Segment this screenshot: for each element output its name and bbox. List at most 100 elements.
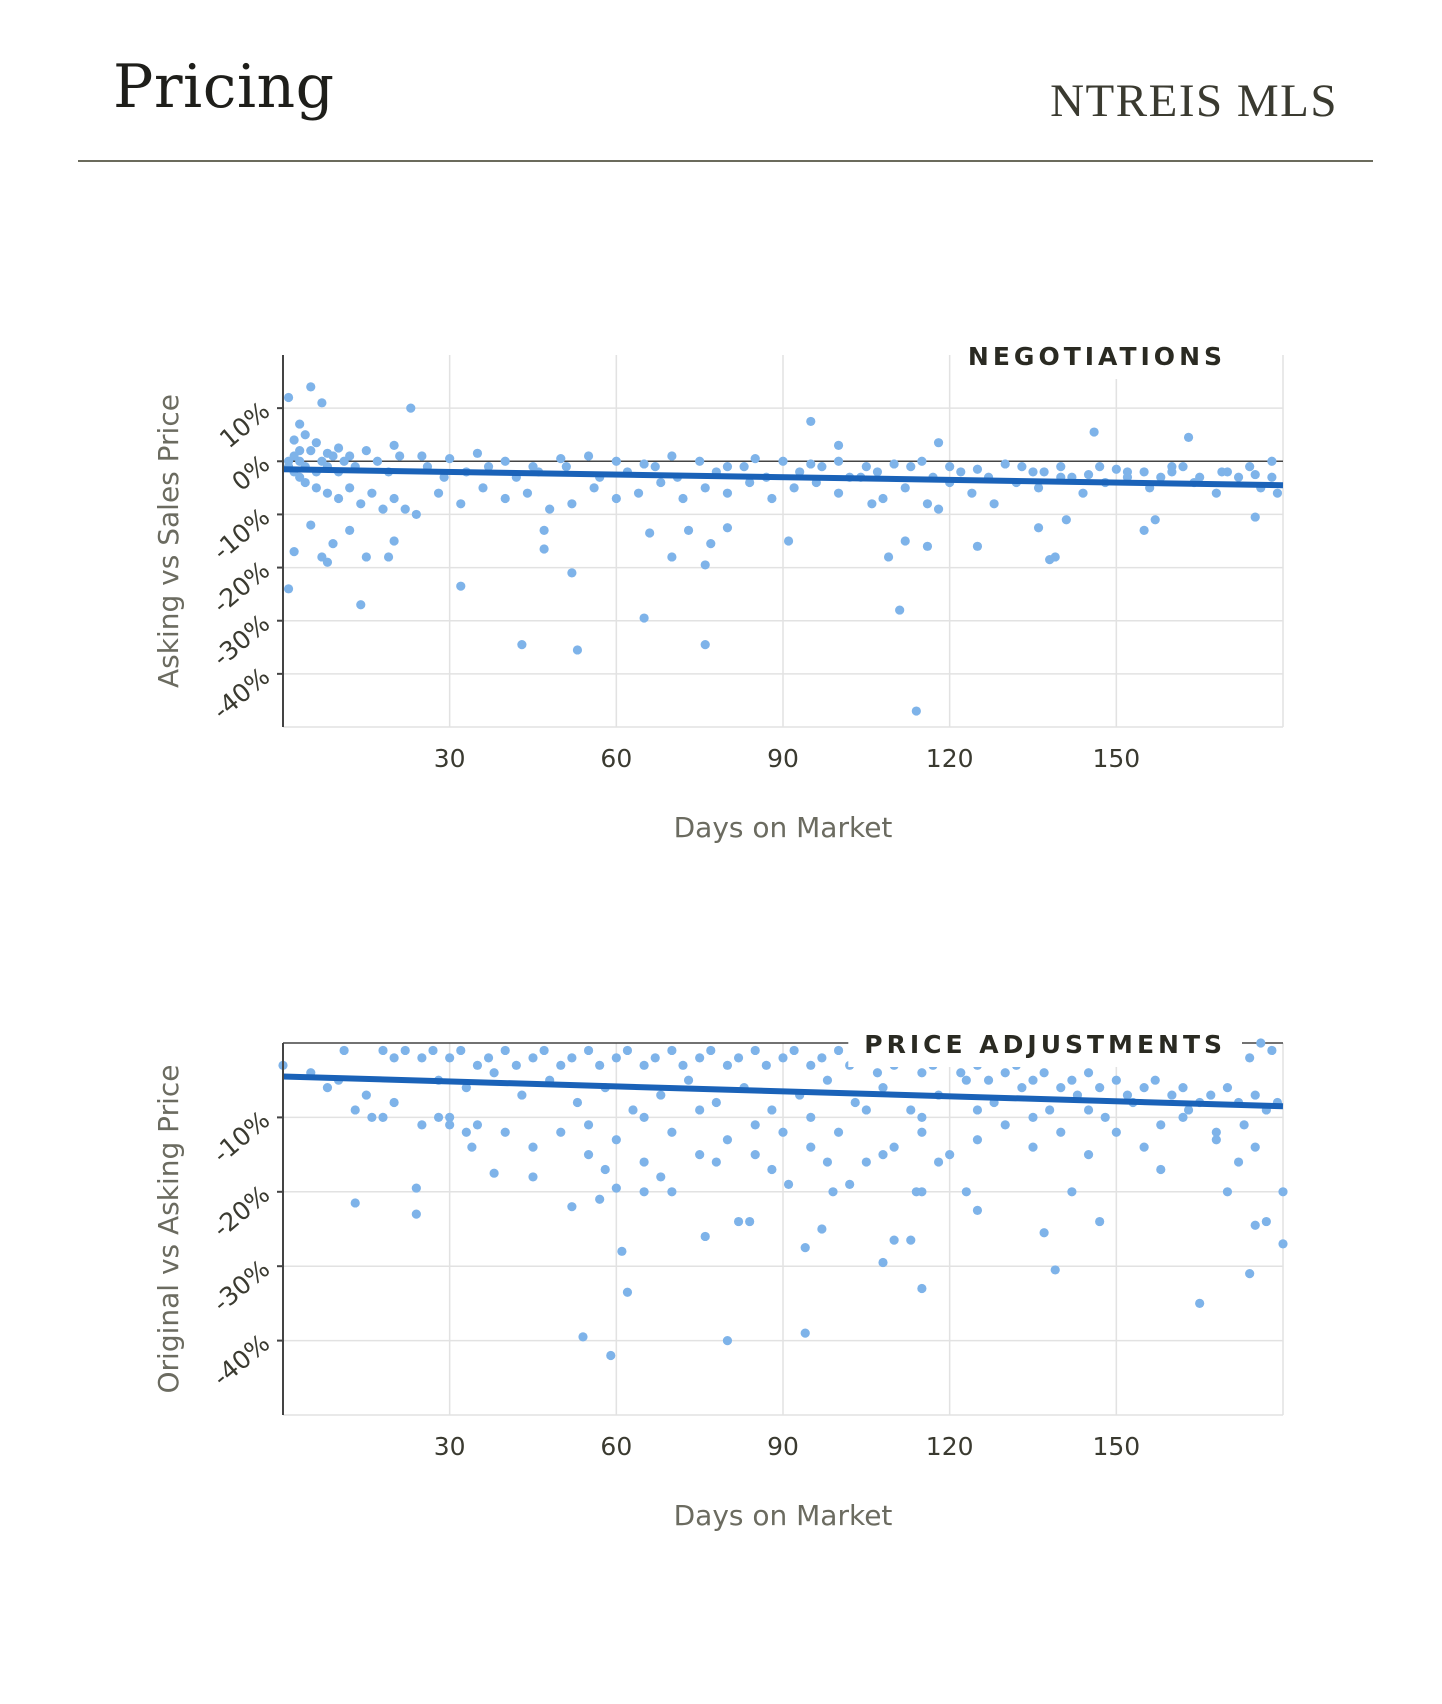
data-point [1045, 1105, 1055, 1115]
data-point [700, 483, 710, 493]
data-point [500, 456, 510, 466]
data-point [961, 1075, 971, 1085]
data-point [456, 499, 466, 509]
data-point [989, 499, 999, 509]
data-point [472, 1120, 483, 1130]
data-point [361, 1090, 371, 1100]
data-point [1139, 1142, 1149, 1152]
data-point [700, 1231, 710, 1242]
data-point [445, 454, 455, 464]
data-point [528, 1172, 538, 1182]
data-point [806, 1112, 816, 1122]
data-point [539, 1045, 549, 1056]
data-point [767, 1164, 777, 1175]
data-point [1183, 432, 1194, 442]
data-point [789, 483, 799, 493]
data-point [1256, 1038, 1266, 1048]
data-point [511, 1060, 521, 1070]
data-point [528, 1053, 538, 1063]
y-tick-label: -20% [207, 1180, 275, 1244]
data-point [1039, 1228, 1049, 1238]
data-point [1195, 1298, 1205, 1308]
data-point [317, 398, 327, 408]
data-point [972, 1205, 983, 1215]
x-tick-label: 60 [600, 744, 632, 773]
data-point [945, 1150, 955, 1160]
negotiations-chart: 10%0% -10%-20%-30%-40% 30 60 90 120 150 Days on… [152, 336, 1284, 844]
data-point [1150, 1075, 1160, 1085]
data-point [900, 483, 910, 493]
data-point [1039, 467, 1049, 477]
data-point [400, 1045, 410, 1056]
data-point [783, 536, 794, 546]
data-point [300, 430, 310, 440]
x-tick-label: 150 [1092, 744, 1140, 773]
data-point [922, 541, 933, 551]
data-point [695, 1150, 705, 1160]
data-point [1122, 467, 1133, 477]
data-point [695, 1105, 705, 1115]
data-point [806, 1142, 816, 1152]
data-point [561, 462, 571, 472]
data-point [700, 560, 710, 570]
data-point [972, 464, 983, 474]
data-point [1078, 488, 1088, 498]
y-tick-label: -40% [207, 1328, 275, 1392]
y-tick-label: -30% [207, 1254, 275, 1318]
y-axis-title: Asking vs Sales Price [152, 394, 185, 688]
data-point [656, 1172, 666, 1182]
data-point [861, 462, 871, 472]
data-point [333, 493, 344, 504]
data-point [1000, 459, 1010, 469]
data-point [389, 440, 399, 450]
data-point [1089, 427, 1099, 437]
data-point [983, 1075, 994, 1085]
y-tick-label: 10% [214, 396, 275, 454]
data-point [378, 504, 388, 514]
data-point [822, 1157, 833, 1167]
data-point [1056, 462, 1066, 472]
data-point [1217, 467, 1227, 477]
data-point [583, 1150, 594, 1160]
data-point [1183, 1105, 1194, 1115]
data-point [633, 488, 644, 498]
data-point [656, 477, 666, 488]
data-point [545, 504, 555, 514]
data-point [1083, 1150, 1094, 1160]
data-point [1100, 1112, 1110, 1122]
data-point [617, 1246, 627, 1256]
data-point [483, 462, 494, 472]
data-point [972, 1135, 983, 1145]
data-point [1000, 1120, 1010, 1130]
chart-title: PRICE ADJUSTMENTS [864, 1030, 1226, 1059]
data-point [933, 438, 944, 448]
data-point [433, 488, 444, 498]
data-point [622, 1287, 633, 1297]
data-point [639, 459, 649, 469]
data-point [711, 1097, 721, 1108]
data-point [767, 493, 777, 504]
data-point [472, 448, 483, 458]
data-point [417, 1053, 427, 1063]
data-point [567, 1202, 577, 1212]
data-point [861, 1157, 871, 1167]
data-point [639, 1157, 649, 1167]
data-point [461, 1083, 471, 1093]
data-point [889, 1235, 899, 1245]
data-point [1111, 1075, 1121, 1085]
y-axis-title: Original vs Asking Price [152, 1065, 185, 1394]
data-point [395, 451, 405, 461]
data-point [445, 1112, 455, 1122]
data-point [289, 435, 299, 445]
data-point [833, 456, 844, 466]
data-point [467, 1142, 477, 1152]
data-point [878, 1150, 888, 1160]
data-point [906, 1105, 916, 1115]
x-axis-title: Days on Market [674, 1499, 893, 1532]
data-point [417, 1120, 427, 1130]
data-point [556, 454, 566, 464]
data-point [822, 1075, 833, 1085]
data-point [845, 1179, 855, 1189]
data-point [367, 488, 377, 498]
data-point [1083, 1105, 1094, 1115]
